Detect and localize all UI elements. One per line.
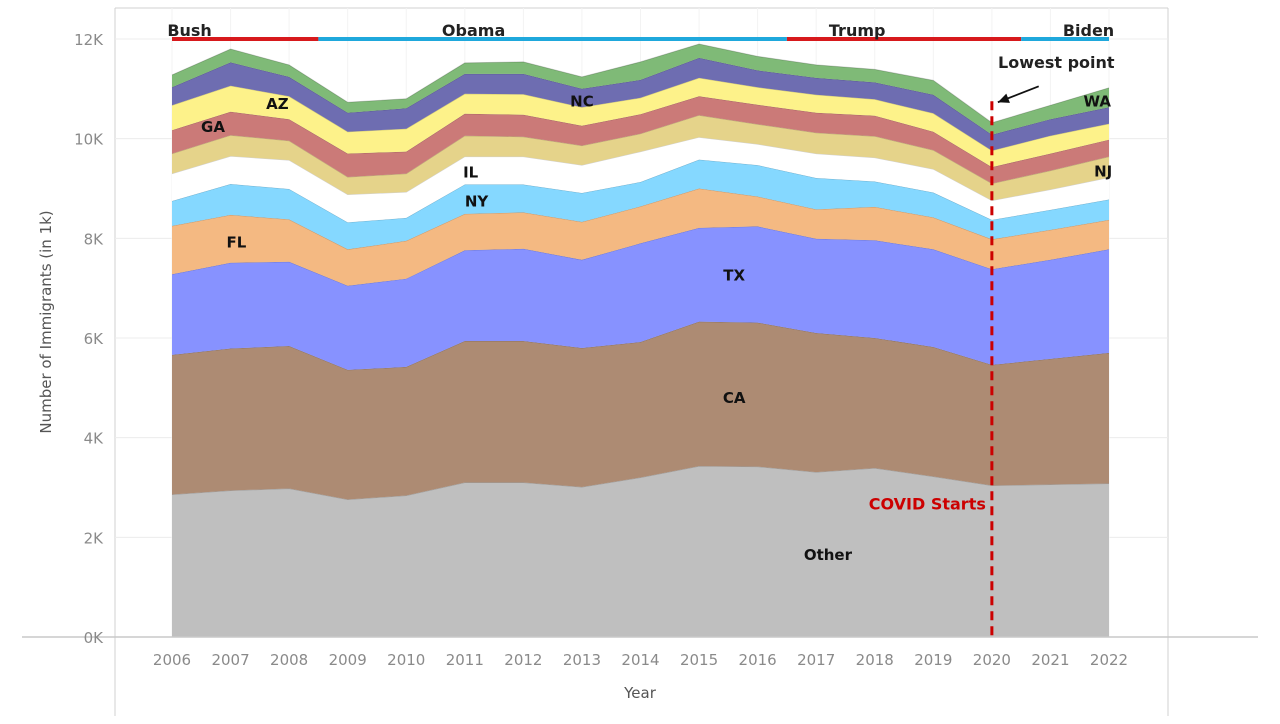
x-axis-title: Year (623, 684, 657, 702)
state-label-il: IL (463, 164, 479, 182)
x-tick-label: 2010 (387, 651, 425, 669)
state-label-tx: TX (723, 267, 745, 285)
area-ga (172, 115, 1109, 201)
area-edge-wa (171, 43, 1110, 124)
lowest-point-label: Lowest point (998, 53, 1115, 72)
y-tick-label: 8K (84, 230, 105, 248)
state-label-fl: FL (227, 233, 247, 251)
area-wa (172, 44, 1109, 135)
x-tick-label: 2022 (1090, 651, 1128, 669)
president-label-obama: Obama (442, 21, 505, 40)
y-tick-label: 0K (84, 629, 105, 647)
area-ny (172, 159, 1109, 250)
x-tick-label: 2019 (914, 651, 952, 669)
y-tick-label: 10K (74, 131, 104, 149)
x-tick-label: 2007 (211, 651, 249, 669)
state-label-nc: NC (570, 92, 594, 110)
state-label-ga: GA (201, 118, 225, 136)
area-fl (172, 188, 1109, 286)
chart-frame (114, 7, 1169, 716)
state-labels: Other CA TX FL NY IL GA NJ AZ NC WA (201, 92, 1112, 563)
state-label-other: Other (804, 546, 853, 564)
x-tick-label: 2017 (797, 651, 835, 669)
president-label-biden: Biden (1063, 21, 1114, 40)
president-label-bush: Bush (167, 21, 212, 40)
x-tick-label: 2013 (563, 651, 601, 669)
x-tick-label: 2016 (739, 651, 777, 669)
x-tick-label: 2008 (270, 651, 308, 669)
area-il (172, 137, 1109, 223)
x-tick-label: 2011 (446, 651, 484, 669)
stacked-areas (171, 43, 1110, 637)
covid-label: COVID Starts (869, 494, 986, 513)
y-axis-title: Number of Immigrants (in 1k) (37, 210, 55, 433)
state-label-wa: WA (1084, 92, 1112, 110)
y-tick-label: 4K (84, 430, 105, 448)
x-tick-label: 2021 (1031, 651, 1069, 669)
y-tick-label: 12K (74, 31, 104, 49)
x-tick-label: 2012 (504, 651, 542, 669)
area-az (172, 77, 1109, 168)
y-tick-label: 6K (84, 330, 105, 348)
y-tick-label: 2K (84, 529, 105, 547)
lowest-point-arrow-head (997, 93, 1010, 103)
x-tick-label: 2006 (153, 651, 191, 669)
area-nc (172, 57, 1109, 151)
annotations: Bush Obama Trump Biden COVID Starts Lowest po… (167, 21, 1115, 637)
area-nj (172, 96, 1109, 184)
x-tick-label: 2009 (329, 651, 367, 669)
state-label-az: AZ (266, 95, 289, 113)
president-label-trump: Trump (829, 21, 886, 40)
x-tick-label: 2018 (856, 651, 894, 669)
x-tick-label: 2015 (680, 651, 718, 669)
state-label-ny: NY (465, 192, 490, 210)
state-label-ca: CA (723, 389, 746, 407)
area-tx (172, 226, 1109, 370)
x-tick-label: 2014 (621, 651, 659, 669)
state-label-nj: NJ (1094, 163, 1112, 181)
area-ca (172, 321, 1109, 500)
area-other (172, 466, 1109, 637)
x-tick-label: 2020 (973, 651, 1011, 669)
axes: 0K 2K 4K 6K 8K 10K 12K 2006 2007 2008 2009 2010 2011… (22, 31, 1258, 669)
